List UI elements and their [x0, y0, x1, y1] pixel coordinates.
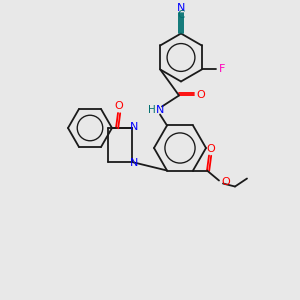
Text: O: O — [196, 91, 206, 100]
Text: F: F — [219, 64, 225, 74]
Text: H: H — [148, 106, 156, 116]
Text: C: C — [177, 11, 185, 20]
Text: O: O — [207, 143, 215, 154]
Text: N: N — [130, 158, 138, 168]
Text: O: O — [115, 101, 123, 111]
Text: N: N — [130, 122, 138, 132]
Text: N: N — [156, 106, 164, 116]
Text: N: N — [177, 4, 185, 14]
Text: O: O — [222, 176, 230, 187]
